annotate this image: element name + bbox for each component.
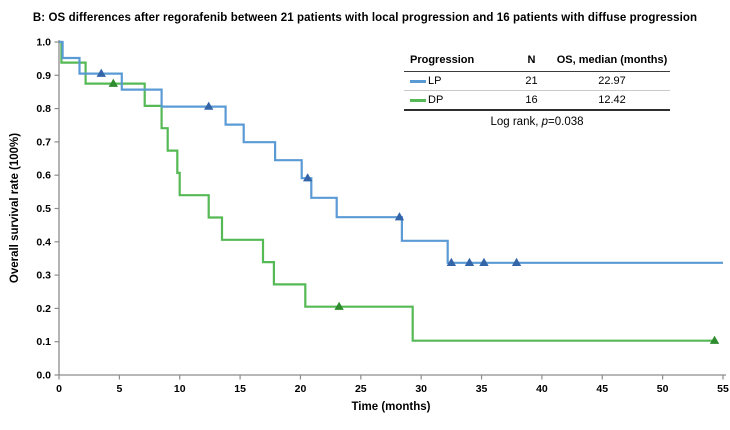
- x-axis-label: Time (months): [351, 401, 431, 413]
- x-tick-label: 50: [657, 383, 669, 395]
- y-axis-ticks: 0.0 0.1 0.2 0.3 0.4 0.5 0.6 0.7 0.8 0.9 1.0: [36, 37, 59, 382]
- legend-row-lp: LP 21 22.97: [404, 72, 670, 91]
- lp-curve-group: [59, 40, 723, 266]
- legend-lp-n: 21: [525, 75, 538, 87]
- x-tick-label: 0: [56, 383, 62, 395]
- lp-censor-mark-icon: [394, 212, 405, 221]
- dp-censor-mark-icon: [108, 78, 119, 87]
- y-tick-label: 0.1: [36, 336, 51, 348]
- lp-censor-mark-icon: [303, 173, 313, 182]
- log-rank-text: Log rank,: [490, 116, 542, 128]
- lp-censor-mark-icon: [446, 257, 457, 266]
- y-tick-label: 0.6: [36, 170, 51, 182]
- x-axis-ticks: 0 5 10 15 20 25 30 35 40 45 50 55: [56, 375, 729, 395]
- y-tick-label: 0.2: [36, 303, 51, 315]
- x-tick-label: 30: [415, 383, 427, 395]
- y-tick-label: 0.9: [36, 70, 51, 82]
- dp-line-swatch-icon: [410, 98, 426, 102]
- p-symbol: p: [541, 116, 549, 128]
- x-tick-label: 45: [596, 383, 608, 395]
- x-tick-label: 35: [476, 383, 488, 395]
- lp-censor-mark-icon: [96, 68, 106, 77]
- dp-curve-group: [59, 40, 720, 344]
- log-rank-pvalue: Log rank, p=0.038: [404, 111, 670, 128]
- p-value: =0.038: [548, 116, 584, 128]
- x-tick-label: 25: [355, 383, 367, 395]
- y-tick-label: 0.3: [36, 270, 51, 282]
- legend-lp-label: LP: [428, 75, 442, 87]
- y-tick-label: 0.4: [36, 236, 51, 248]
- legend-dp-label: DP: [428, 94, 444, 106]
- x-tick-label: 15: [234, 383, 246, 395]
- lp-censor-mark-icon: [511, 257, 522, 266]
- legend-table: Progression N OS, median (months) LP 21 …: [404, 51, 670, 128]
- dp-censor-mark-icon: [709, 335, 720, 344]
- axes: [58, 40, 726, 376]
- y-axis-label: Overall survival rate (100%): [9, 132, 21, 284]
- lp-survival-curve: [59, 40, 723, 264]
- dp-censor-mark-icon: [334, 301, 344, 310]
- legend-dp-median: 12.42: [598, 94, 626, 106]
- x-tick-label: 40: [536, 383, 548, 395]
- y-tick-label: 1.0: [36, 37, 51, 49]
- lp-line-swatch-icon: [410, 79, 426, 83]
- lp-censor-mark-icon: [464, 257, 475, 266]
- legend-header-median: OS, median (months): [556, 54, 668, 66]
- legend-table-header: Progression N OS, median (months): [404, 51, 670, 72]
- y-tick-label: 0.0: [36, 370, 51, 382]
- x-tick-label: 55: [717, 383, 729, 395]
- legend-lp-median: 22.97: [598, 75, 626, 87]
- x-tick-label: 20: [295, 383, 307, 395]
- chart-title: B: OS differences after regorafenib betw…: [32, 12, 698, 24]
- legend-header-progression: Progression: [410, 54, 475, 66]
- x-tick-label: 10: [174, 383, 186, 395]
- legend-header-n: N: [527, 54, 536, 66]
- x-tick-label: 5: [116, 383, 122, 395]
- y-tick-label: 0.5: [36, 203, 51, 215]
- lp-censor-mark-icon: [204, 101, 214, 110]
- y-tick-label: 0.7: [36, 136, 51, 148]
- y-tick-label: 0.8: [36, 103, 51, 115]
- lp-censor-mark-icon: [479, 257, 489, 266]
- legend-row-dp: DP 16 12.42: [404, 91, 670, 111]
- legend-dp-n: 16: [525, 94, 538, 106]
